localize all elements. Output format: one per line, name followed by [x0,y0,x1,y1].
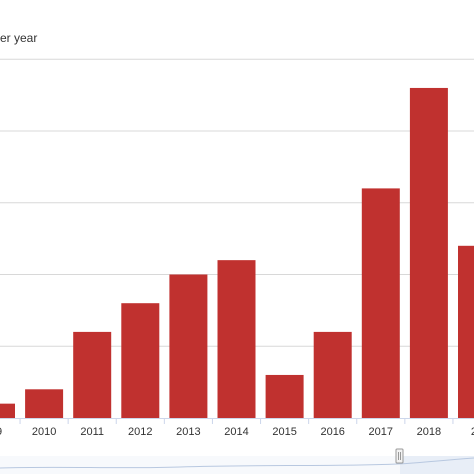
navigator-handle-grip[interactable] [395,448,404,464]
bar-2015[interactable] [265,374,304,418]
bar-2014[interactable] [217,260,256,418]
x-tick-label-2018: 2018 [417,426,441,438]
navigator-series-line [0,457,474,469]
bar-20[interactable] [458,245,474,418]
bar-2017[interactable] [361,188,400,418]
x-tick-label-2010: 2010 [32,426,56,438]
navigator-handle[interactable] [395,448,404,464]
x-tick-label-2017: 2017 [369,426,393,438]
bar-2011[interactable] [73,331,112,418]
x-tick-labels: 09 2010 2011 2012 2013 2014 2015 2016 2017 2018 20 [0,418,474,438]
x-tick-label-2011: 2011 [80,426,104,438]
bar-2018[interactable] [409,87,448,418]
bar-09[interactable] [0,403,15,418]
range-navigator[interactable] [0,448,474,474]
x-tick-label-2012: 2012 [128,426,152,438]
bar-2016[interactable] [313,331,352,418]
bar-2012[interactable] [121,303,160,418]
chart-title: er year [0,31,37,45]
x-tick-label-2014: 2014 [224,426,248,438]
x-tick-label-2016: 2016 [320,426,344,438]
bars [0,87,474,419]
navigator-background [0,456,474,474]
bar-2013[interactable] [169,274,208,419]
x-tick-label-09: 09 [0,426,2,438]
bar-2010[interactable] [25,389,64,418]
x-tick-label-2015: 2015 [272,426,296,438]
navigator-selection[interactable] [400,456,474,474]
x-tick-label-20: 20 [471,426,474,438]
x-tick-label-2013: 2013 [176,426,200,438]
